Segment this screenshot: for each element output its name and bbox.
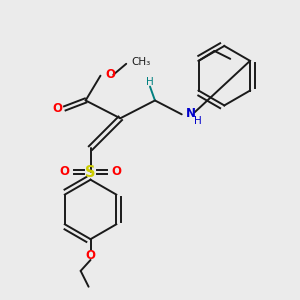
Text: O: O [105, 68, 116, 81]
Text: H: H [146, 76, 154, 87]
Text: CH₃: CH₃ [131, 57, 150, 67]
Text: S: S [85, 165, 96, 180]
Text: O: O [111, 165, 121, 178]
Text: O: O [85, 248, 96, 262]
Text: O: O [53, 102, 63, 115]
Text: H: H [194, 116, 201, 126]
Text: O: O [60, 165, 70, 178]
Text: N: N [186, 107, 196, 120]
